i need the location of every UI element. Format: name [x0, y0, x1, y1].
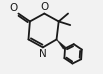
- Text: O: O: [9, 3, 18, 13]
- Text: O: O: [40, 2, 48, 12]
- Text: N: N: [39, 49, 47, 59]
- Polygon shape: [57, 39, 66, 49]
